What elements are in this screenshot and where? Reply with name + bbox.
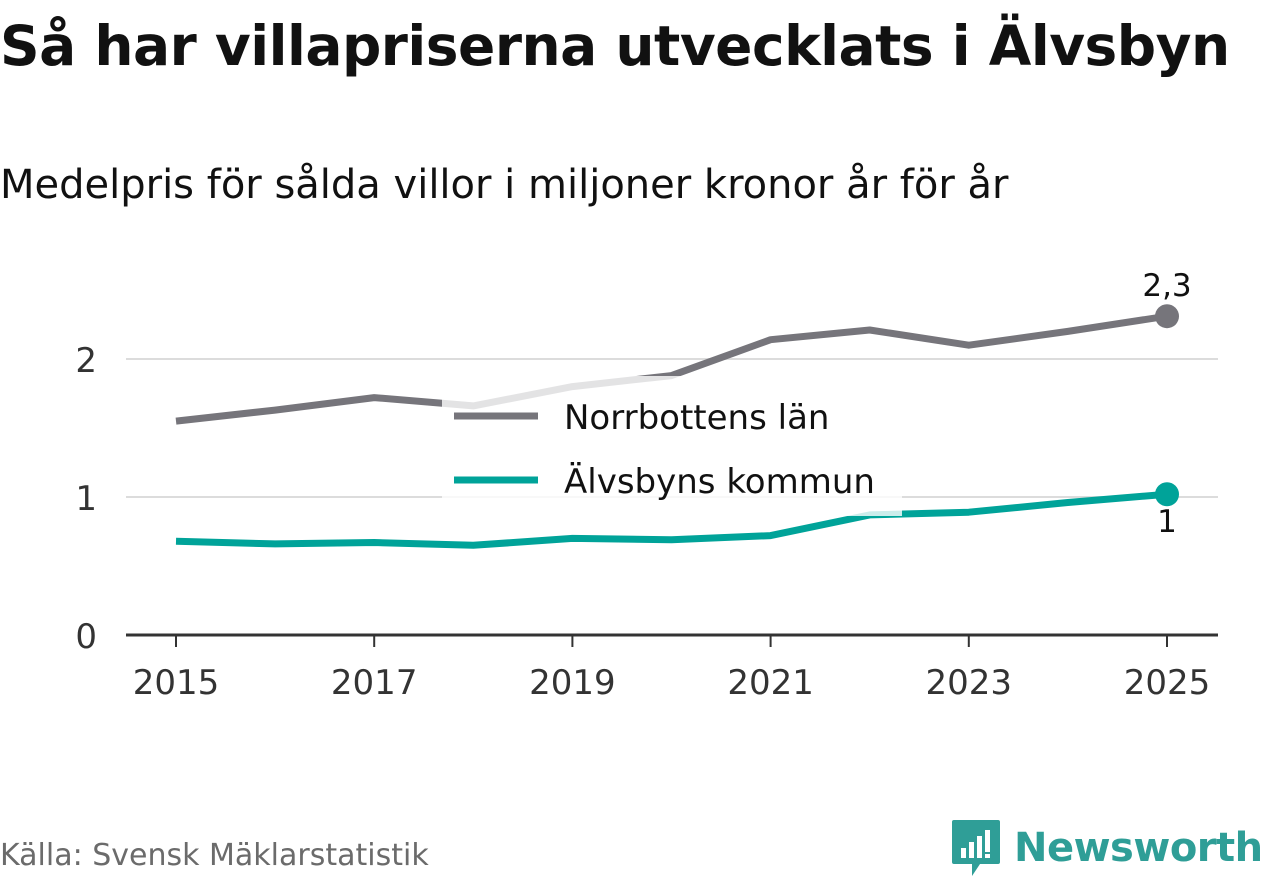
y-axis-tick-labels: 0 1 2	[75, 341, 97, 657]
x-tick-label: 2023	[926, 663, 1013, 703]
x-axis: 2015 2017 2019 2021 2023 2025	[126, 633, 1218, 703]
series-line-alvsbyns-kommun	[175, 490, 1168, 549]
line-chart: 0 1 2 2015 2017 2019 2021 2023 2025 Norrbottens…	[75, 268, 1218, 703]
end-value-label: 1	[1157, 504, 1177, 540]
newsworthy-logo-icon	[952, 820, 1000, 876]
legend: Norrbottens län Älvsbyns kommun	[442, 376, 902, 516]
y-tick-label: 1	[75, 479, 97, 519]
x-tick-label: 2017	[331, 663, 418, 703]
brand-name: Newsworthy	[1014, 825, 1262, 871]
y-tick-label: 2	[75, 341, 97, 381]
chart-title: Så har villapriserna utvecklats i Älvsby…	[0, 14, 1230, 78]
legend-background	[442, 376, 902, 516]
y-tick-label: 0	[75, 617, 97, 657]
x-tick-label: 2015	[133, 663, 220, 703]
series-lines	[175, 304, 1179, 549]
x-tick-label: 2025	[1124, 663, 1211, 703]
legend-label: Norrbottens län	[564, 398, 829, 438]
source-note: Källa: Svensk Mäklarstatistik	[0, 838, 429, 873]
series-line-norrbottens-lan	[175, 312, 1168, 425]
brand-logo: Newsworthy	[950, 818, 1262, 878]
legend-label: Älvsbyns kommun	[564, 462, 875, 502]
chart-subtitle: Medelpris för sålda villor i miljoner kr…	[0, 162, 1009, 208]
series-end-point	[1155, 482, 1179, 507]
x-tick-label: 2019	[529, 663, 616, 703]
end-labels: 2,31	[1142, 268, 1191, 540]
end-value-label: 2,3	[1142, 268, 1191, 304]
x-tick-label: 2021	[727, 663, 814, 703]
series-end-point	[1155, 304, 1179, 329]
